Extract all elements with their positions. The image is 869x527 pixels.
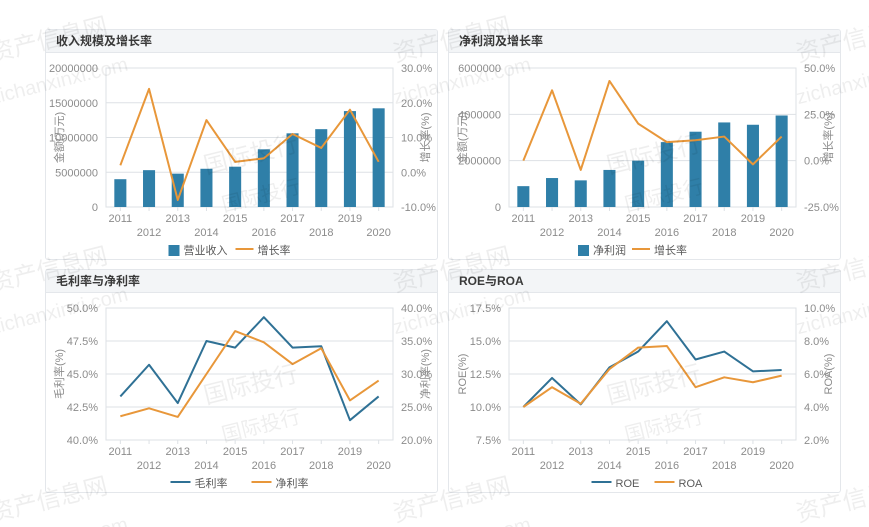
svg-text:营业收入: 营业收入 [184,243,228,257]
svg-text:6000000: 6000000 [458,63,501,75]
svg-text:47.5%: 47.5% [67,336,98,348]
svg-text:2019: 2019 [338,446,362,458]
svg-text:40.0%: 40.0% [401,303,432,315]
svg-text:增长率(%): 增长率(%) [418,112,432,162]
svg-text:2020: 2020 [769,460,793,472]
svg-text:-25.0%: -25.0% [804,202,839,214]
svg-text:45.0%: 45.0% [67,369,98,381]
svg-text:ROA(%): ROA(%) [823,354,835,395]
svg-text:2012: 2012 [137,460,161,472]
svg-text:2011: 2011 [512,213,536,225]
svg-text:35.0%: 35.0% [401,336,432,348]
svg-text:30.0%: 30.0% [401,63,432,75]
svg-text:2018: 2018 [712,460,736,472]
svg-text:10.0%: 10.0% [804,303,835,315]
svg-text:17.5%: 17.5% [470,303,501,315]
svg-text:20.0%: 20.0% [401,435,432,447]
svg-text:ROE(%): ROE(%) [457,354,469,395]
svg-text:8.0%: 8.0% [804,336,829,348]
svg-text:ROE: ROE [616,478,640,490]
svg-text:2014: 2014 [194,227,218,239]
svg-text:增长率: 增长率 [654,243,687,257]
svg-text:25.0%: 25.0% [401,402,432,414]
svg-text:2018: 2018 [309,460,333,472]
svg-text:2020: 2020 [366,227,390,239]
svg-text:5000000: 5000000 [55,167,98,179]
svg-text:50.0%: 50.0% [67,303,98,315]
svg-text:2013: 2013 [166,446,190,458]
svg-text:2018: 2018 [309,227,333,239]
svg-text:增长率(%): 增长率(%) [821,112,835,162]
svg-text:2012: 2012 [540,227,564,239]
svg-text:7.5%: 7.5% [476,435,501,447]
svg-text:ROA: ROA [679,478,704,490]
svg-text:2016: 2016 [655,460,679,472]
svg-text:净利润: 净利润 [593,243,626,257]
svg-text:2017: 2017 [280,446,304,458]
svg-text:2019: 2019 [338,213,362,225]
svg-text:净利率(%): 净利率(%) [418,349,432,399]
svg-text:2011: 2011 [512,446,536,458]
svg-text:2.0%: 2.0% [804,435,829,447]
svg-text:42.5%: 42.5% [67,402,98,414]
svg-text:毛利率(%): 毛利率(%) [52,349,66,399]
svg-text:2019: 2019 [741,213,765,225]
svg-text:2014: 2014 [194,460,218,472]
svg-text:毛利率: 毛利率 [195,476,228,490]
svg-text:15000000: 15000000 [49,98,98,110]
svg-text:2015: 2015 [626,213,650,225]
svg-text:2013: 2013 [569,446,593,458]
svg-text:2014: 2014 [597,460,621,472]
svg-text:0: 0 [495,202,501,214]
svg-text:20000000: 20000000 [49,63,98,75]
svg-text:0.0%: 0.0% [401,167,426,179]
svg-text:20.0%: 20.0% [401,98,432,110]
svg-text:2011: 2011 [109,446,133,458]
svg-text:2017: 2017 [683,213,707,225]
svg-text:增长率: 增长率 [258,243,291,257]
svg-text:2012: 2012 [540,460,564,472]
svg-text:净利率: 净利率 [276,476,309,490]
svg-text:12.5%: 12.5% [470,369,501,381]
svg-text:2014: 2014 [597,227,621,239]
svg-text:-10.0%: -10.0% [401,202,436,214]
svg-text:0: 0 [92,202,98,214]
svg-text:2017: 2017 [280,213,304,225]
svg-text:2013: 2013 [166,213,190,225]
svg-text:2015: 2015 [223,213,247,225]
svg-text:2016: 2016 [252,460,276,472]
svg-text:10.0%: 10.0% [470,402,501,414]
svg-text:2019: 2019 [741,446,765,458]
svg-text:2018: 2018 [712,227,736,239]
svg-text:4.0%: 4.0% [804,402,829,414]
svg-text:金额(万元): 金额(万元) [52,112,66,163]
svg-text:2011: 2011 [109,213,133,225]
svg-text:40.0%: 40.0% [67,435,98,447]
svg-text:15.0%: 15.0% [470,336,501,348]
svg-text:2016: 2016 [252,227,276,239]
svg-text:2015: 2015 [223,446,247,458]
svg-text:金额(万元): 金额(万元) [455,112,469,163]
svg-text:2016: 2016 [655,227,679,239]
svg-text:2015: 2015 [626,446,650,458]
svg-text:2017: 2017 [683,446,707,458]
svg-text:50.0%: 50.0% [804,63,835,75]
svg-text:2013: 2013 [569,213,593,225]
svg-text:2020: 2020 [769,227,793,239]
svg-text:2020: 2020 [366,460,390,472]
svg-text:2012: 2012 [137,227,161,239]
